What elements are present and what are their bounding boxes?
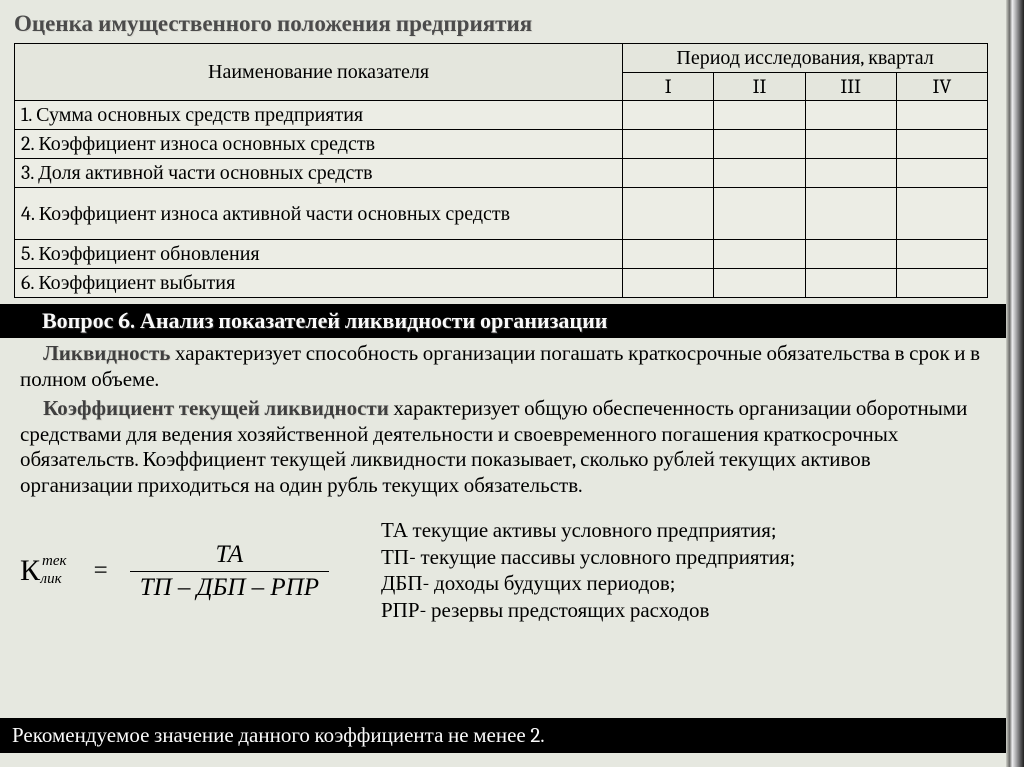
footer-note: Рекомендуемое значение данного коэффицие… [0,718,1006,753]
cell [714,101,805,130]
cell [896,269,987,298]
th-q3: III [805,73,896,101]
table-row: 4. Коэффициент износа активной части осн… [15,188,988,240]
indicators-table: Наименование показателя Период исследова… [14,43,988,298]
table-row: 2. Коэффициент износа основных средств [15,130,988,159]
cell [714,159,805,188]
cell [896,240,987,269]
row-label: 5. Коэффициент обновления [15,240,623,269]
cell [805,269,896,298]
cell [805,159,896,188]
formula-row: К тек лик = ТА ТП – ДБП – РПР ТА текущие… [14,518,992,626]
cell [714,269,805,298]
row-label: 6. Коэффициент выбытия [15,269,623,298]
formula-equals: = [94,557,108,585]
cell [623,130,714,159]
table-row: 3. Доля активной части основных средств [15,159,988,188]
cell [896,188,987,240]
formula: К тек лик = ТА ТП – ДБП – РПР [20,541,329,602]
formula-fraction: ТА ТП – ДБП – РПР [130,541,329,602]
legend-line: РПР- резервы предстоящих расходов [381,598,795,625]
table-row: 6. Коэффициент выбытия [15,269,988,298]
cell [805,240,896,269]
formula-denominator: ТП – ДБП – РПР [130,571,329,602]
cell [623,101,714,130]
table-row: 5. Коэффициент обновления [15,240,988,269]
th-q1: I [623,73,714,101]
cell [805,130,896,159]
formula-symbol: К [20,554,40,588]
paragraph-1: Ликвидность характеризует способность ор… [14,338,992,393]
th-period: Период исследования, квартал [623,44,988,73]
cell [896,159,987,188]
legend-line: ТП- текущие пассивы условного предприяти… [381,545,795,572]
formula-superscript: тек [42,553,67,570]
paragraph-2: Коэффициент текущей ликвидности характер… [14,393,992,499]
cell [623,188,714,240]
cell [896,101,987,130]
row-label: 1. Сумма основных средств предприятия [15,101,623,130]
term-liquidity: Ликвидность [43,342,170,366]
page-title: Оценка имущественного положения предприя… [14,10,992,37]
cell [714,130,805,159]
row-label: 2. Коэффициент износа основных средств [15,130,623,159]
cell [805,101,896,130]
legend-line: ДБП- доходы будущих периодов; [381,571,795,598]
term-current-ratio: Коэффициент текущей ликвидности [43,397,389,421]
legend-line: ТА текущие активы условного предприятия; [381,518,795,545]
row-label: 4. Коэффициент износа активной части осн… [15,188,623,240]
cell [714,240,805,269]
table-row: 1. Сумма основных средств предприятия [15,101,988,130]
section-heading: Вопрос 6. Анализ показателей ликвидности… [0,304,1006,338]
formula-numerator: ТА [206,541,254,571]
cell [623,240,714,269]
th-name: Наименование показателя [15,44,623,101]
th-q4: IV [896,73,987,101]
row-label: 3. Доля активной части основных средств [15,159,623,188]
cell [714,188,805,240]
cell [805,188,896,240]
cell [896,130,987,159]
cell [623,159,714,188]
formula-legend: ТА текущие активы условного предприятия;… [381,518,795,626]
th-q2: II [714,73,805,101]
formula-subscript: лик [41,571,62,588]
decorative-right-stripe [1006,0,1024,767]
cell [623,269,714,298]
slide: Оценка имущественного положения предприя… [0,0,1006,767]
